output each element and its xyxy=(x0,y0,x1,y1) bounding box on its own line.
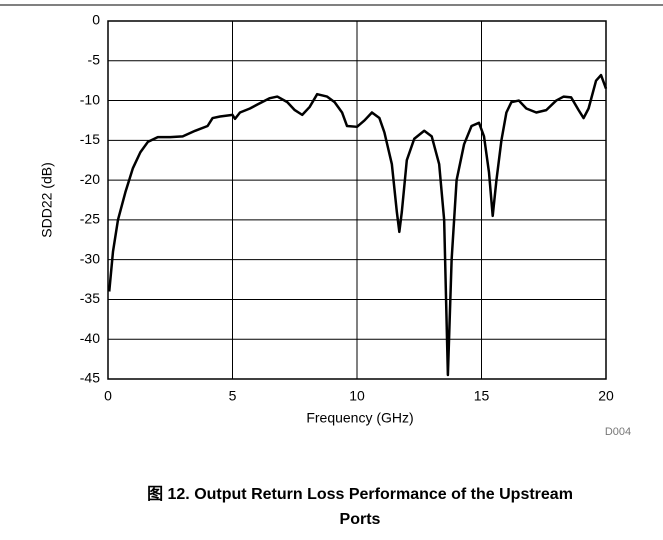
x-tick-label: 5 xyxy=(229,388,237,404)
y-tick-label: -40 xyxy=(80,330,100,346)
figure-id: D004 xyxy=(605,426,631,438)
y-tick-label: -45 xyxy=(80,370,100,386)
x-axis-label: Frequency (GHz) xyxy=(306,410,413,426)
y-axis-label: SDD22 (dB) xyxy=(39,162,55,237)
x-tick-label: 20 xyxy=(598,388,614,404)
y-tick-label: -5 xyxy=(88,51,101,67)
y-tick-label: -20 xyxy=(80,171,100,187)
y-tick-label: -10 xyxy=(80,91,100,107)
data-line xyxy=(108,73,608,377)
x-tick-label: 15 xyxy=(474,388,490,404)
x-tick-label: 0 xyxy=(104,388,112,404)
y-tick-label: 0 xyxy=(92,12,100,28)
x-tick-label: 10 xyxy=(349,388,365,404)
y-tick-label: -25 xyxy=(80,211,100,227)
caption: 图 12. Output Return Loss Performance of … xyxy=(147,486,573,528)
y-tick-label: -15 xyxy=(80,131,100,147)
chart: Frequency (GHz) SDD22 (dB) D004 0 -5 -10 -1… xyxy=(0,4,663,438)
y-tick-label: -35 xyxy=(80,290,100,306)
plot-frame xyxy=(107,20,607,380)
y-tick-label: -30 xyxy=(80,250,100,266)
